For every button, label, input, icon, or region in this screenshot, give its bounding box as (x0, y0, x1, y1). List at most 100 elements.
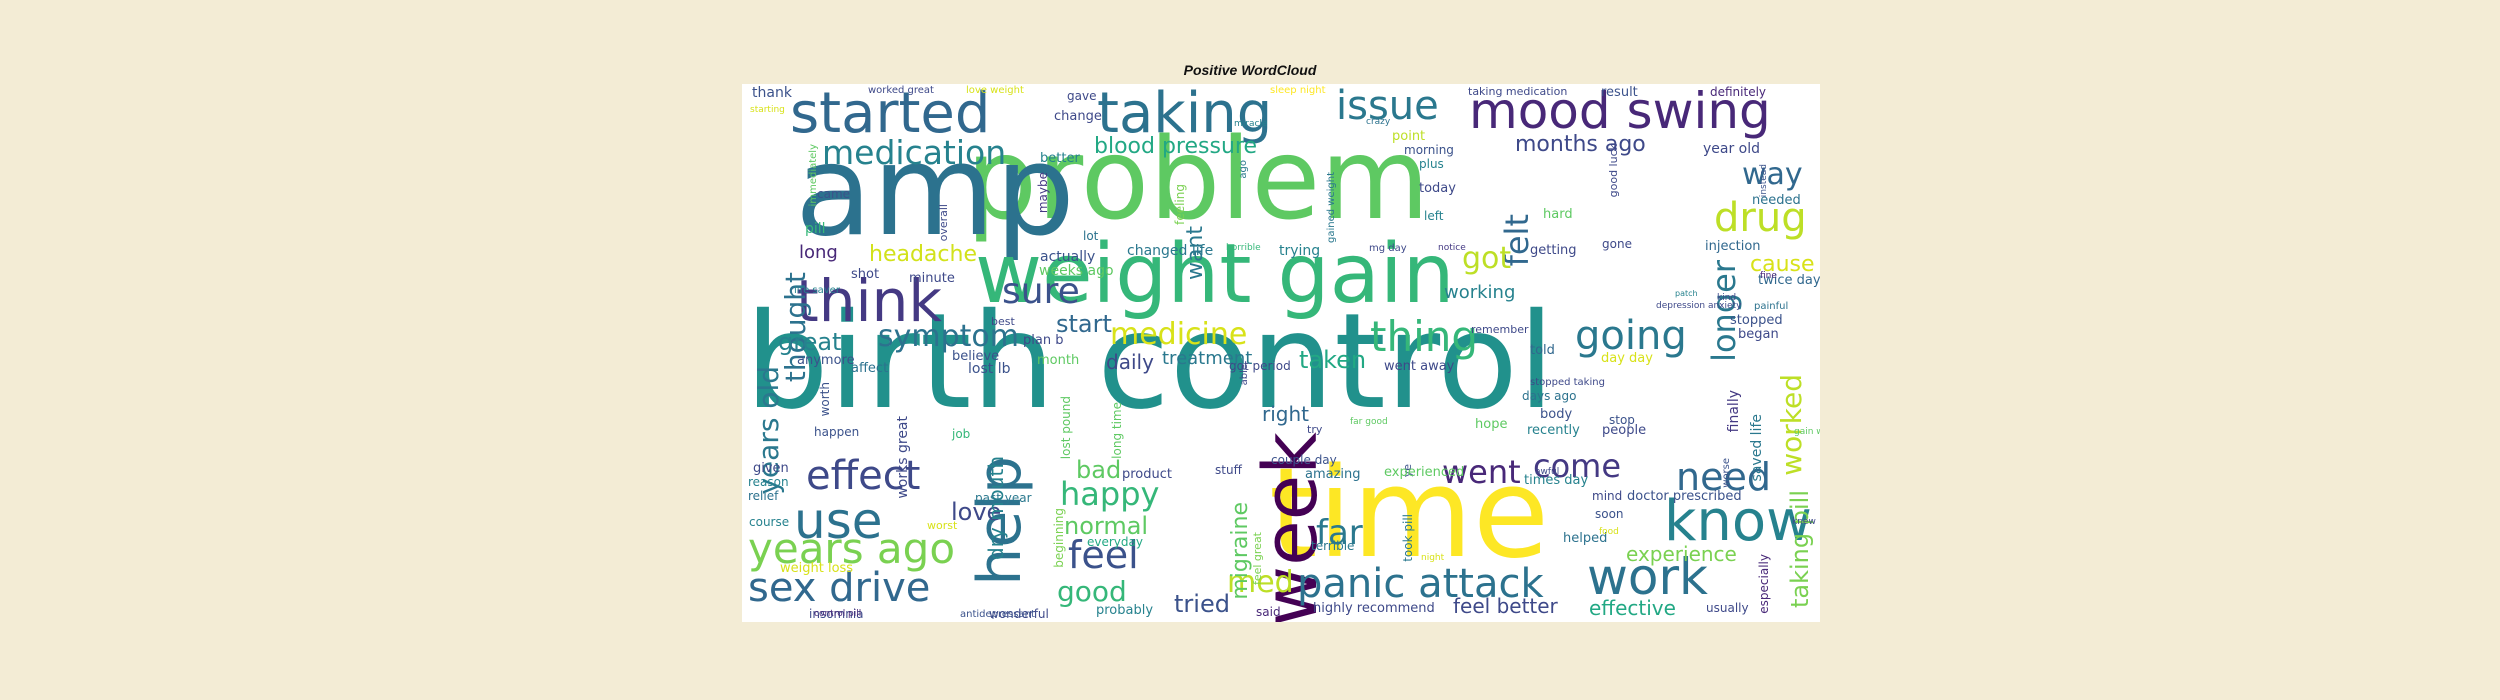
cloud-word: feel (1068, 533, 1139, 577)
cloud-word: med (1227, 565, 1294, 600)
cloud-word: birth control (745, 285, 1555, 439)
cloud-word: time (1269, 442, 1550, 586)
cloud-word: control pill (814, 609, 862, 619)
cloud-word: love weight (966, 85, 1024, 96)
cloud-word: cause (1750, 252, 1815, 277)
cloud-word: love (951, 498, 1002, 526)
cloud-word: worst (927, 519, 958, 532)
cloud-word: mood swing (1469, 84, 1771, 140)
cloud-word: happen (814, 425, 860, 439)
cloud-word: got period (1229, 359, 1291, 373)
cloud-word: experience (1626, 542, 1737, 566)
cloud-word: definitely (1710, 85, 1767, 99)
cloud-word: lost pound (1059, 396, 1073, 460)
cloud-word: horrible (1226, 243, 1261, 253)
cloud-word: sure (1002, 271, 1080, 312)
cloud-word: drug (1714, 195, 1807, 241)
cloud-word: come (1533, 447, 1622, 485)
cloud-word: worse (1721, 458, 1732, 488)
cloud-word: amazing (1305, 467, 1361, 482)
cloud-word: think (796, 267, 942, 335)
cloud-word: course (749, 515, 790, 529)
cloud-word: worth (818, 382, 832, 417)
cloud-word: insomnia (809, 607, 864, 621)
cloud-word: change (1054, 109, 1102, 124)
cloud-word: wonderful (989, 607, 1049, 621)
cloud-word: try (1307, 423, 1323, 436)
cloud-word: relief (748, 489, 779, 503)
cloud-word: thank (752, 85, 792, 101)
cloud-word: headache (869, 242, 977, 267)
cloud-word: trying (1279, 243, 1321, 259)
cloud-word: reason (748, 475, 789, 489)
cloud-word: recently (1527, 423, 1580, 438)
cloud-word: panic attack (1297, 561, 1544, 607)
cloud-word: thing (1370, 312, 1479, 361)
cloud-word: sleep night (1270, 85, 1326, 96)
cloud-word: couple day (1271, 453, 1337, 467)
cloud-word: instead (1759, 164, 1769, 198)
cloud-word: starting (750, 105, 785, 115)
cloud-word: went (1442, 453, 1521, 491)
cloud-word: day day (1601, 351, 1653, 366)
cloud-word: ago (1238, 160, 1249, 179)
cloud-word: long (799, 242, 838, 263)
cloud-word: feeling (1173, 184, 1187, 225)
cloud-word: immediately (808, 144, 819, 207)
cloud-word: today (1419, 181, 1456, 196)
cloud-word: beginning (1052, 508, 1066, 568)
cloud-word: right (1262, 402, 1309, 426)
cloud-word: feel great (1251, 532, 1264, 586)
cloud-word: going (1575, 313, 1687, 359)
cloud-word: usually (1706, 601, 1749, 615)
cloud-word: lot (1083, 229, 1099, 243)
cloud-word: highly recommend (1313, 601, 1435, 616)
cloud-word: medication (822, 133, 1007, 172)
cloud-word: said (1256, 605, 1281, 619)
cloud-word: needed (1752, 193, 1801, 208)
cloud-word: days ago (1522, 389, 1577, 403)
cloud-word: taking (1097, 84, 1273, 146)
cloud-word: believe (952, 349, 1000, 364)
cloud-word: medicine (1110, 317, 1248, 352)
cloud-word: problem (966, 115, 1430, 245)
cloud-word: point (1392, 129, 1426, 144)
cloud-word: lost lb (968, 361, 1011, 377)
cloud-word: better (1040, 151, 1080, 166)
cloud-word: effect (806, 453, 921, 499)
cloud-word: hard (1543, 207, 1573, 222)
cloud-word: changed life (1127, 243, 1214, 259)
cloud-word: use (794, 492, 883, 550)
cloud-word: stopped taking (1530, 377, 1605, 388)
cloud-word: took pill (1401, 514, 1415, 562)
cloud-word: started (790, 84, 991, 146)
cloud-word: mg day (1369, 243, 1407, 254)
cloud-word: patch (1675, 289, 1698, 298)
cloud-word: way (1742, 157, 1803, 192)
cloud-word: know (1664, 489, 1812, 554)
cloud-word: plan b (1023, 333, 1064, 348)
cloud-word: symptom (878, 319, 1019, 354)
cloud-word: overall (937, 204, 950, 242)
cloud-word: years ago (748, 524, 956, 573)
cloud-word: need (1676, 455, 1771, 499)
cloud-word: crazy (1366, 117, 1391, 127)
cloud-word: taken (1299, 346, 1367, 374)
cloud-word: actually (1040, 249, 1096, 265)
cloud-word: good (1057, 575, 1127, 608)
cloud-word: taking pill (1786, 490, 1814, 608)
cloud-word: told (1530, 343, 1555, 358)
cloud-word: weeks ago (1039, 263, 1114, 279)
cloud-word: night (1421, 553, 1445, 563)
cloud-word: long time (1110, 402, 1124, 459)
cloud-word: works great (895, 416, 911, 499)
cloud-word: normal (1064, 512, 1149, 540)
cloud-word: fine (1760, 271, 1777, 281)
cloud-word: sex drive (748, 565, 931, 611)
cloud-word: gave (1067, 89, 1097, 103)
cloud-word: doctor prescribed (1627, 489, 1742, 504)
cloud-word: far (1316, 513, 1363, 553)
cloud-word: pill (805, 221, 826, 237)
cloud-word: especially (1757, 554, 1771, 614)
cloud-word: went away (1384, 359, 1455, 374)
